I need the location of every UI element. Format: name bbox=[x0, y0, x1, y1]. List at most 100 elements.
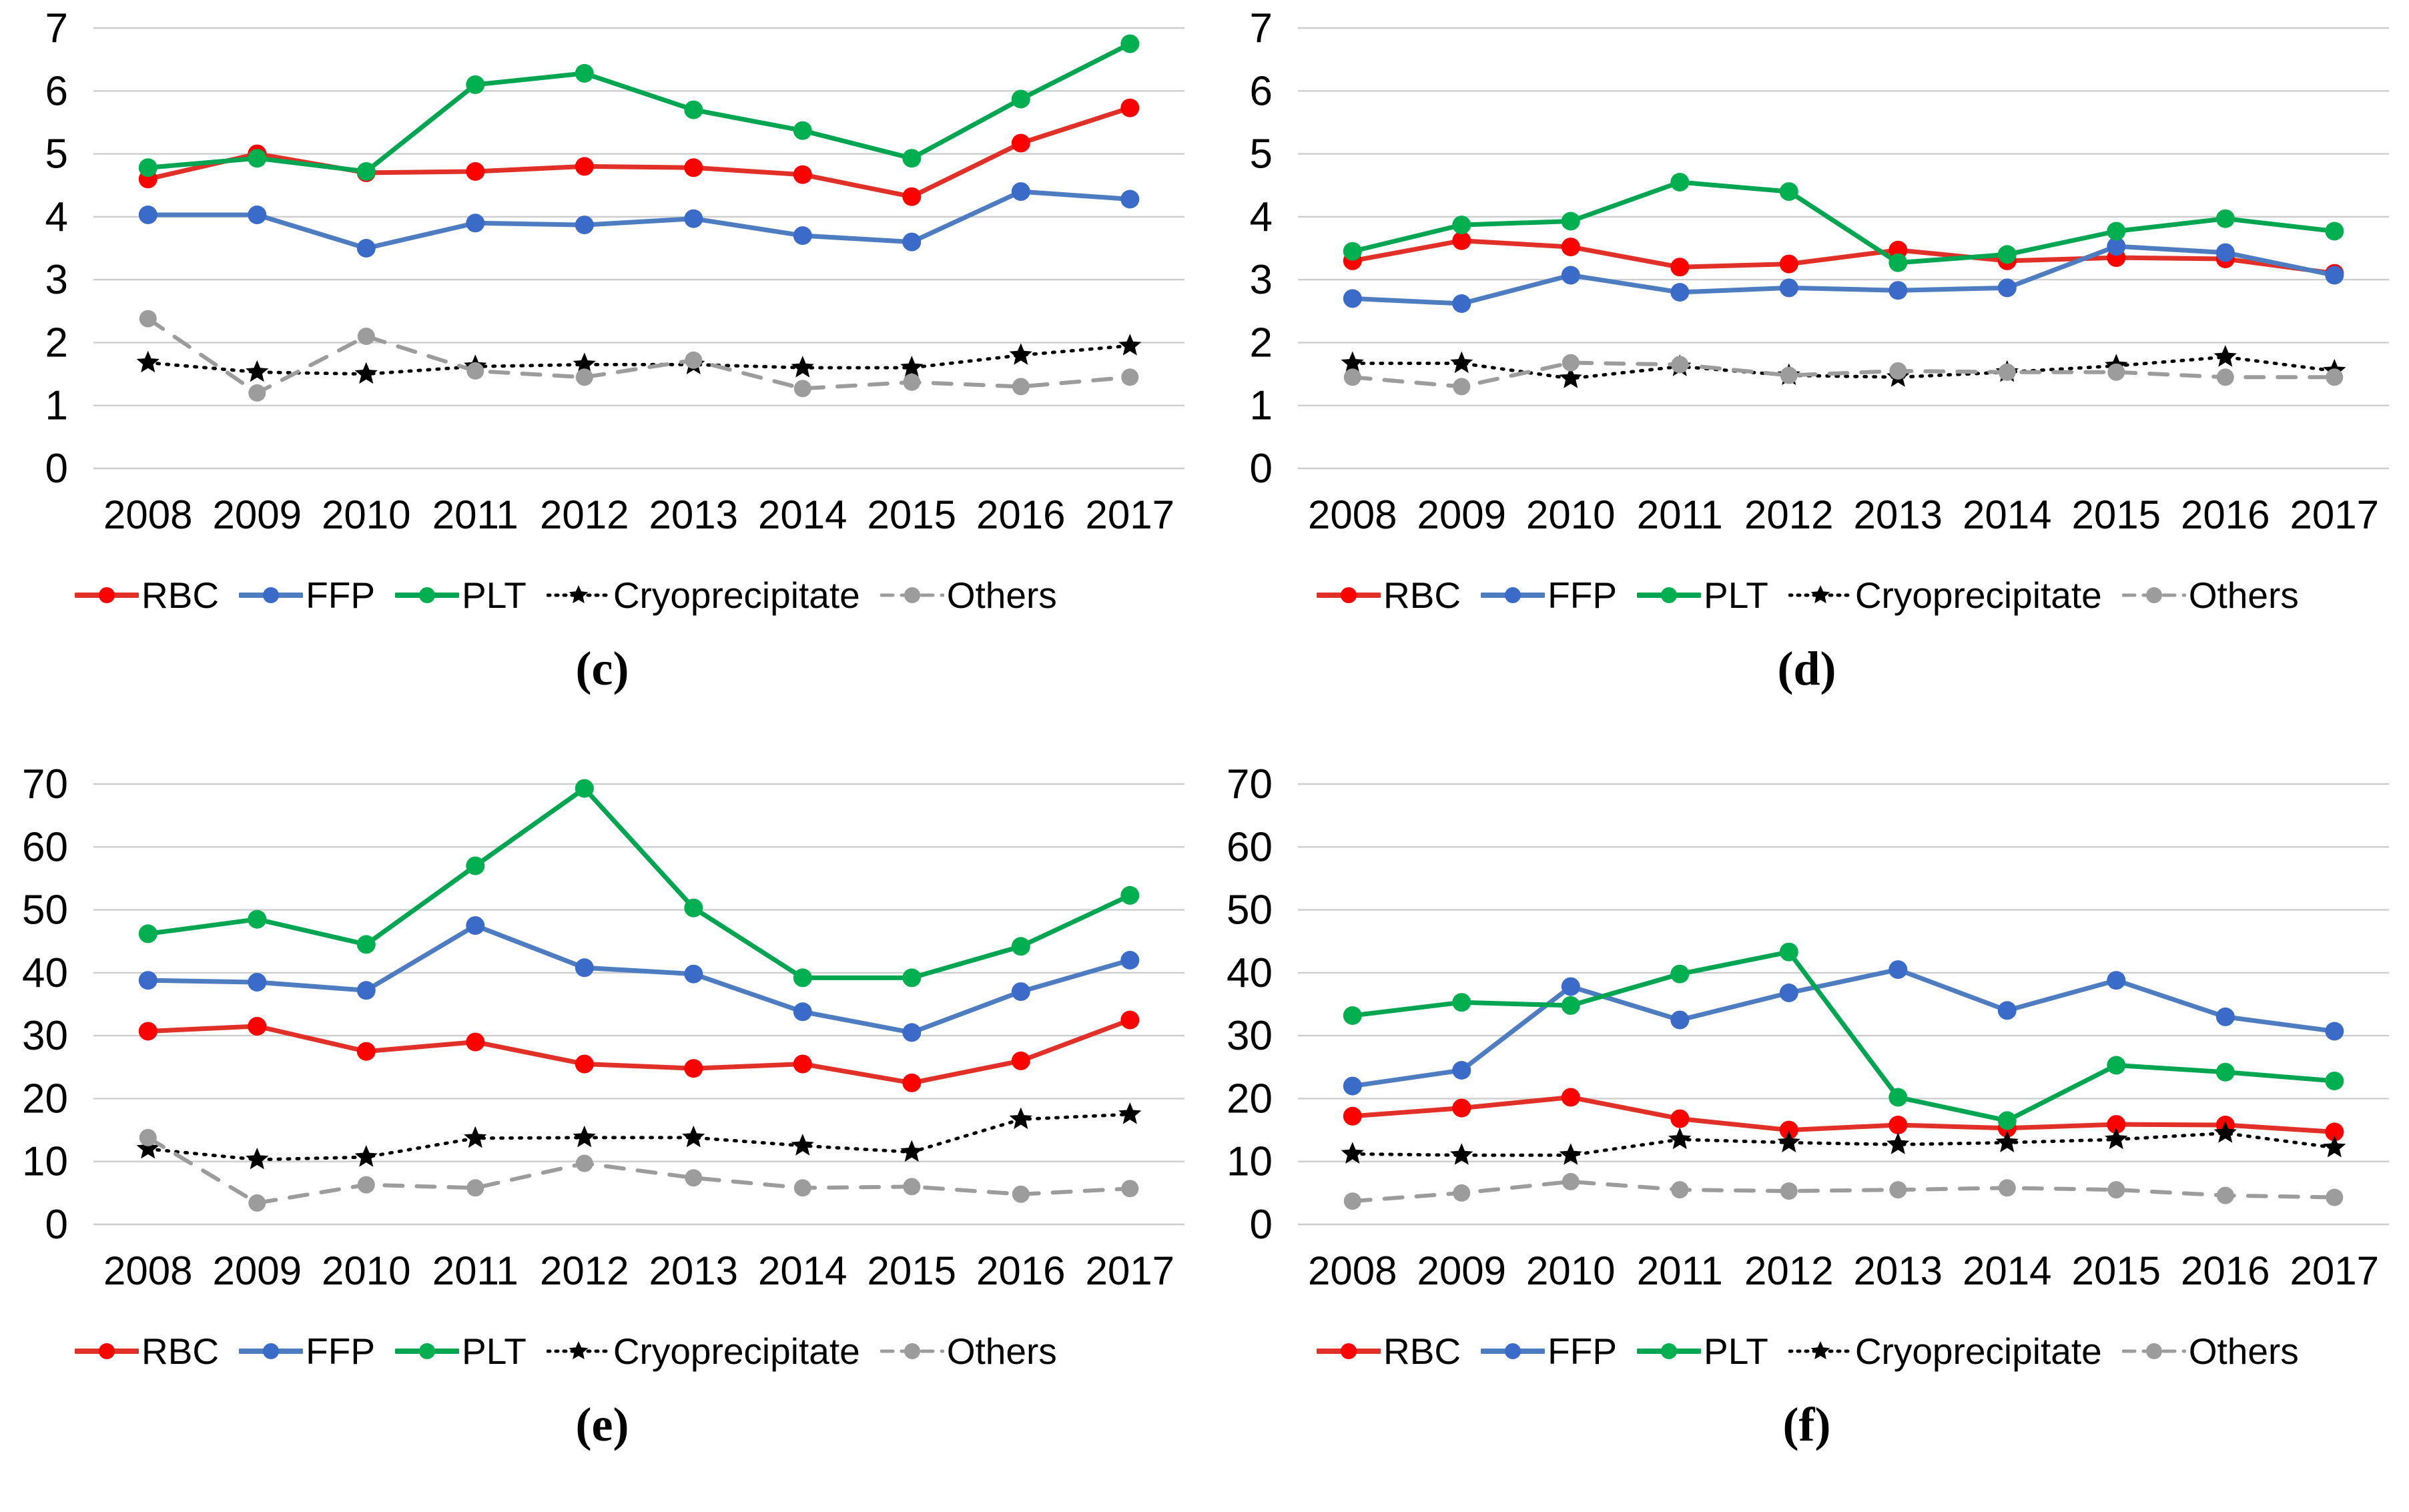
line-chart-f: 0 10 20 30 40 50 60 70 2008 2009 2010 2011 2012 2013 2… bbox=[1204, 756, 2409, 1320]
ffp-marker bbox=[1779, 984, 1798, 1002]
y-tick-label: 0 bbox=[1250, 446, 1273, 492]
cryoprecipitate-marker bbox=[2213, 345, 2237, 367]
legend-marker-sample bbox=[904, 587, 920, 603]
legend-marker-sample bbox=[263, 587, 280, 603]
legend-label: Others bbox=[946, 1331, 1057, 1372]
others-marker bbox=[2326, 1188, 2344, 1206]
cryoprecipitate-marker bbox=[791, 1134, 814, 1156]
legend-item-ffp: FFP bbox=[1481, 1330, 1617, 1373]
plt-marker bbox=[1997, 1111, 2017, 1130]
panel-caption-e: (e) bbox=[0, 1397, 1204, 1453]
cryoprecipitate-line bbox=[1351, 1131, 2336, 1157]
others-marker bbox=[1889, 362, 1907, 380]
ffp-marker bbox=[1670, 283, 1690, 302]
x-tick-label: 2009 bbox=[213, 492, 302, 537]
ffp-marker bbox=[793, 226, 812, 246]
rbc-line bbox=[1350, 1095, 2337, 1134]
x-tick-label: 2015 bbox=[868, 492, 956, 537]
plt-marker bbox=[1561, 996, 1580, 1015]
others-marker bbox=[2326, 368, 2344, 386]
y-tick-label: 0 bbox=[45, 446, 68, 492]
legend-label: RBC bbox=[141, 1331, 220, 1372]
x-tick-label: 2011 bbox=[432, 1248, 519, 1293]
rbc-legend-marker-icon bbox=[75, 1343, 139, 1359]
ffp-marker bbox=[356, 239, 376, 258]
others-marker bbox=[903, 1178, 921, 1196]
caption-text: (f) bbox=[1782, 1398, 1831, 1451]
ffp-marker bbox=[356, 981, 376, 1000]
x-tick-label: 2017 bbox=[2290, 1248, 2379, 1293]
legend-item-plt: PLT bbox=[395, 1330, 527, 1373]
plt-marker bbox=[793, 121, 812, 140]
x-tick-label: 2013 bbox=[1854, 1248, 1943, 1293]
plt-marker bbox=[684, 100, 703, 119]
x-tick-label: 2012 bbox=[1744, 492, 1833, 537]
cryoprecipitate-marker bbox=[1341, 1142, 1364, 1164]
others-marker bbox=[685, 351, 703, 369]
ffp-legend-marker-icon bbox=[1481, 1343, 1545, 1359]
others-marker bbox=[248, 384, 266, 402]
cryoprecipitate-marker bbox=[1995, 1130, 2019, 1152]
legend-label: RBC bbox=[1383, 1331, 1461, 1372]
y-tick-label: 5 bbox=[1250, 131, 1273, 177]
cryoprecipitate-marker bbox=[246, 360, 269, 382]
ffp-marker bbox=[466, 916, 485, 935]
plt-marker bbox=[902, 968, 922, 988]
legend-marker-sample bbox=[569, 1341, 589, 1360]
legend-label: RBC bbox=[141, 575, 220, 616]
rbc-marker bbox=[1011, 133, 1030, 153]
rbc-marker bbox=[2325, 1122, 2344, 1142]
rbc-marker bbox=[793, 165, 812, 184]
plt-line bbox=[1350, 950, 2337, 1123]
plt-marker bbox=[1888, 253, 1908, 272]
plt-marker bbox=[1670, 173, 1690, 192]
rbc-marker bbox=[1670, 258, 1690, 277]
caption-text: (e) bbox=[575, 1398, 629, 1451]
chart-panel-c: 0 1 2 3 4 5 6 7 2008 2009 2010 2011 2012 2013 2014 2015… bbox=[0, 0, 1204, 756]
cryoprecipitate-line bbox=[1351, 355, 2336, 380]
plt-marker bbox=[1997, 245, 2017, 264]
rbc-marker bbox=[902, 187, 922, 206]
x-tick-label: 2013 bbox=[1854, 492, 1943, 537]
legend-label: FFP bbox=[1547, 1331, 1618, 1372]
others-marker bbox=[1121, 1180, 1139, 1198]
x-tick-label: 2008 bbox=[1308, 1248, 1397, 1293]
cryoprecipitate-legend-marker-icon bbox=[1788, 585, 1852, 604]
x-tick-label: 2009 bbox=[213, 1248, 302, 1293]
plt-marker bbox=[138, 158, 157, 177]
others-line bbox=[145, 316, 1132, 395]
ffp-marker bbox=[1120, 951, 1140, 970]
x-tick-label: 2010 bbox=[1526, 492, 1615, 537]
legend-item-rbc: RBC bbox=[75, 1330, 219, 1373]
x-tick-label: 2016 bbox=[2181, 1248, 2270, 1293]
ffp-marker bbox=[2215, 1007, 2235, 1026]
x-tick-label: 2013 bbox=[649, 492, 738, 537]
plt-marker bbox=[1452, 993, 1471, 1012]
x-tick-label: 2017 bbox=[1086, 1248, 1174, 1293]
legend-marker-sample bbox=[2145, 587, 2162, 603]
plt-marker bbox=[2325, 222, 2344, 241]
plt-line bbox=[145, 41, 1132, 174]
ffp-marker bbox=[1011, 982, 1030, 1002]
ffp-marker bbox=[1343, 289, 1362, 308]
x-tick-label: 2014 bbox=[758, 492, 847, 537]
plt-marker bbox=[793, 968, 812, 988]
plt-marker bbox=[1452, 216, 1471, 235]
legend-label: Others bbox=[2188, 1331, 2299, 1372]
legend-item-cryoprecipitate: Cryoprecipitate bbox=[1788, 574, 2102, 617]
ffp-legend-marker-icon bbox=[239, 1343, 304, 1359]
legend-marker-sample bbox=[1810, 1341, 1830, 1360]
others-line bbox=[1350, 1179, 2337, 1204]
cryoprecipitate-marker bbox=[900, 356, 924, 378]
legend-label: Others bbox=[2188, 575, 2299, 616]
ffp-line bbox=[145, 189, 1132, 251]
ffp-marker bbox=[1888, 281, 1908, 300]
line-chart-e: 0 10 20 30 40 50 60 70 2008 2009 2010 2011 2012 2013 2… bbox=[0, 756, 1204, 1320]
cryoprecipitate-marker bbox=[900, 1140, 924, 1162]
legend-item-ffp: FFP bbox=[239, 574, 375, 617]
y-tick-label: 6 bbox=[1250, 68, 1273, 114]
plt-legend-marker-icon bbox=[395, 1343, 460, 1359]
others-marker bbox=[1889, 1181, 1907, 1199]
cryoprecipitate-marker bbox=[573, 1125, 596, 1148]
cryoprecipitate-marker bbox=[2105, 1127, 2128, 1150]
